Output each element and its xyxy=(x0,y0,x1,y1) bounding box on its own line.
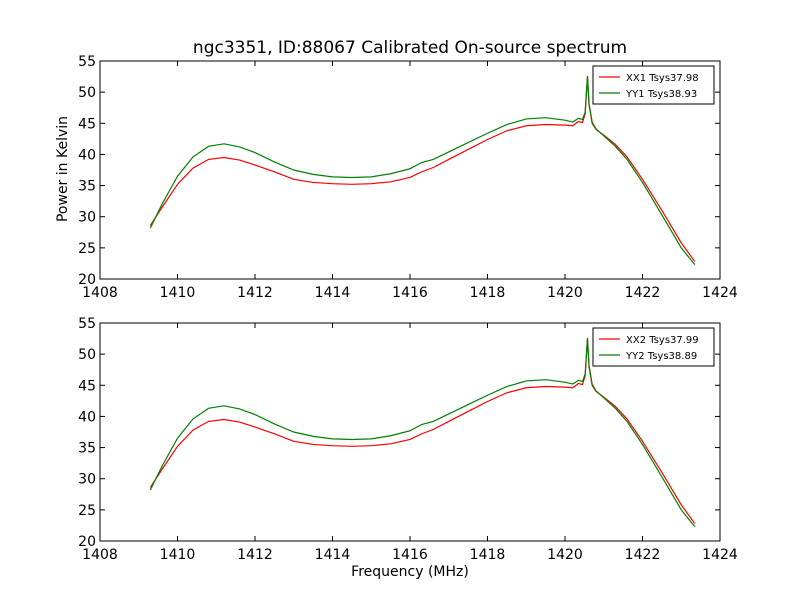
y-tick-label: 25 xyxy=(78,503,96,519)
x-tick-label: 1414 xyxy=(315,547,351,563)
x-tick-label: 1410 xyxy=(160,547,196,563)
y-tick-label: 55 xyxy=(78,316,96,332)
chart-title: ngc3351, ID:88067 Calibrated On-source s… xyxy=(193,38,627,58)
x-tick-label: 1408 xyxy=(82,285,118,301)
legend-box xyxy=(592,327,715,367)
y-tick-label: 30 xyxy=(78,210,96,226)
x-tick-label: 1420 xyxy=(547,547,583,563)
series-line-yy xyxy=(149,75,696,266)
legend-label: XX2 Tsys37.99 xyxy=(626,335,699,346)
y-tick-label: 35 xyxy=(78,441,96,457)
legend-label: YY2 Tsys38.89 xyxy=(625,351,697,362)
y-axis-label: Power in Kelvin xyxy=(55,116,71,222)
y-tick-label: 40 xyxy=(78,409,96,425)
y-tick-label: 45 xyxy=(78,116,96,132)
legend: XX2 Tsys37.99 YY2 Tsys38.89 xyxy=(592,327,715,367)
y-tick-label: 25 xyxy=(78,241,96,257)
x-tick-label: 1416 xyxy=(392,547,428,563)
y-tick-label: 50 xyxy=(78,347,96,363)
panel-top: ngc3351, ID:88067 Calibrated On-source s… xyxy=(55,38,738,301)
legend-label: XX1 Tsys37.98 xyxy=(626,73,699,84)
y-tick-label: 20 xyxy=(78,272,96,288)
x-tick-label: 1422 xyxy=(625,285,661,301)
x-tick-label: 1418 xyxy=(470,547,506,563)
series-line-yy xyxy=(149,337,696,528)
x-tick-label: 1412 xyxy=(237,285,273,301)
x-axis-label: Frequency (MHz) xyxy=(351,564,469,580)
x-tick-label: 1424 xyxy=(702,547,738,563)
y-tick-label: 55 xyxy=(78,54,96,70)
legend-box xyxy=(592,65,715,105)
legend-label: YY1 Tsys38.93 xyxy=(625,89,697,100)
panel-bottom: Frequency (MHz) 1408 1410 1412 1414 1416 1418… xyxy=(78,316,738,580)
y-tick-label: 40 xyxy=(78,147,96,163)
x-tick-label: 1422 xyxy=(625,547,661,563)
legend: XX1 Tsys37.98 YY1 Tsys38.93 xyxy=(592,65,715,105)
x-tick-label: 1408 xyxy=(82,547,118,563)
plot-area-bottom: 1408 1410 1412 1414 1416 1418 1420 1422 1424 20 25… xyxy=(78,316,738,563)
x-tick-label: 1414 xyxy=(315,285,351,301)
x-tick-label: 1424 xyxy=(702,285,738,301)
x-tick-label: 1420 xyxy=(547,285,583,301)
x-tick-label: 1412 xyxy=(237,547,273,563)
y-tick-label: 20 xyxy=(78,534,96,550)
x-tick-label: 1418 xyxy=(470,285,506,301)
y-tick-label: 30 xyxy=(78,472,96,488)
y-tick-label: 50 xyxy=(78,85,96,101)
x-tick-label: 1410 xyxy=(160,285,196,301)
y-tick-label: 35 xyxy=(78,179,96,195)
plot-area-top: 1408 1410 1412 1414 1416 1418 1420 1422 1424 20 25… xyxy=(78,54,738,301)
x-tick-label: 1416 xyxy=(392,285,428,301)
y-tick-label: 45 xyxy=(78,378,96,394)
